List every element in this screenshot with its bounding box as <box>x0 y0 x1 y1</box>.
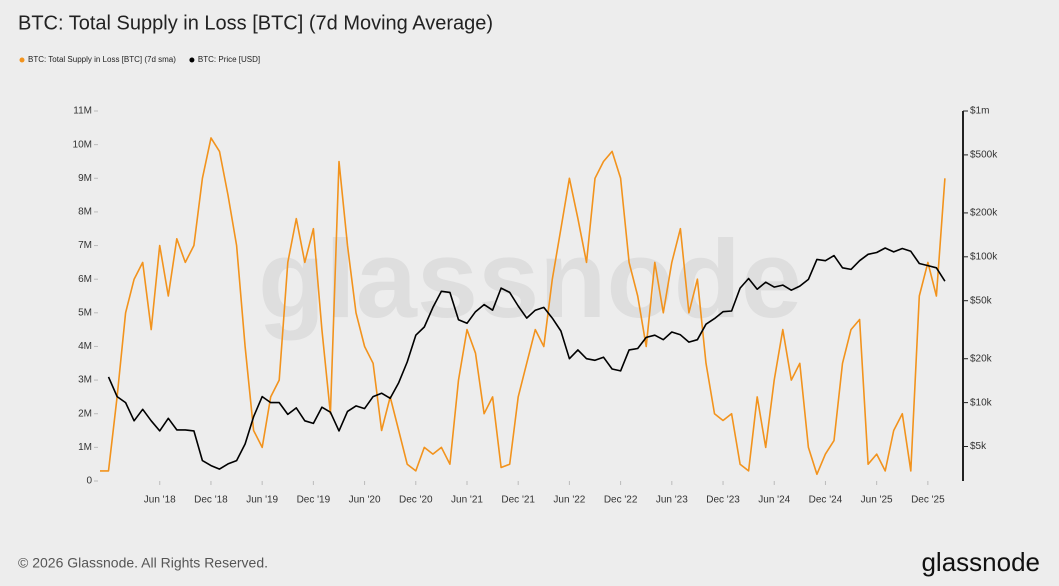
y-tick-label: 6M <box>78 274 92 285</box>
x-tick-label: Jun '18 <box>144 495 176 506</box>
y2-tick-label: $100k <box>970 251 998 262</box>
chart-title: BTC: Total Supply in Loss [BTC] (7d Movi… <box>18 12 493 34</box>
x-tick-label: Dec '18 <box>194 495 228 506</box>
y-tick-label: 8M <box>78 207 92 218</box>
legend-label: BTC: Price [USD] <box>198 55 260 64</box>
y-tick-label: 3M <box>78 375 92 386</box>
y2-tick-label: $200k <box>970 208 998 219</box>
y-tick-label: 7M <box>78 240 92 251</box>
x-tick-label: Dec '19 <box>297 495 331 506</box>
x-tick-label: Dec '25 <box>911 495 945 506</box>
x-tick-label: Dec '21 <box>501 495 535 506</box>
y2-tick-label: $50k <box>970 295 993 306</box>
x-tick-label: Dec '20 <box>399 495 433 506</box>
legend-label: BTC: Total Supply in Loss [BTC] (7d sma) <box>28 55 176 64</box>
series-line <box>100 137 946 476</box>
footer: © 2026 Glassnode. All Rights Reserved. <box>18 555 268 571</box>
y-tick-label: 10M <box>73 139 92 150</box>
legend-swatch <box>19 57 25 63</box>
y-tick-label: 4M <box>78 341 92 352</box>
x-tick-label: Jun '22 <box>553 495 585 506</box>
y-tick-label: 1M <box>78 442 92 453</box>
x-tick-label: Jun '21 <box>451 495 483 506</box>
x-tick-label: Dec '24 <box>809 495 843 506</box>
x-tick-label: Dec '23 <box>706 495 740 506</box>
y2-tick-label: $20k <box>970 353 993 364</box>
series-line <box>107 247 946 470</box>
watermark: glassnode <box>258 218 802 341</box>
x-tick-label: Dec '22 <box>604 495 638 506</box>
y-tick-label: 2M <box>78 408 92 419</box>
y2-tick-label: $5k <box>970 441 987 452</box>
y-tick-label: 11M <box>73 106 92 117</box>
x-tick-label: Jun '24 <box>758 495 790 506</box>
y-tick-label: 9M <box>78 173 92 184</box>
y-tick-label: 5M <box>78 307 92 318</box>
x-tick-label: Jun '25 <box>861 495 893 506</box>
legend-swatch <box>189 57 195 63</box>
y-tick-label: 0 <box>86 476 92 487</box>
y2-tick-label: $1m <box>970 106 989 117</box>
x-tick-label: Jun '20 <box>349 495 381 506</box>
logo: glassnode <box>921 547 1040 577</box>
y2-tick-label: $500k <box>970 150 998 161</box>
x-tick-label: Jun '23 <box>656 495 688 506</box>
y2-tick-label: $10k <box>970 397 993 408</box>
x-tick-label: Jun '19 <box>246 495 278 506</box>
